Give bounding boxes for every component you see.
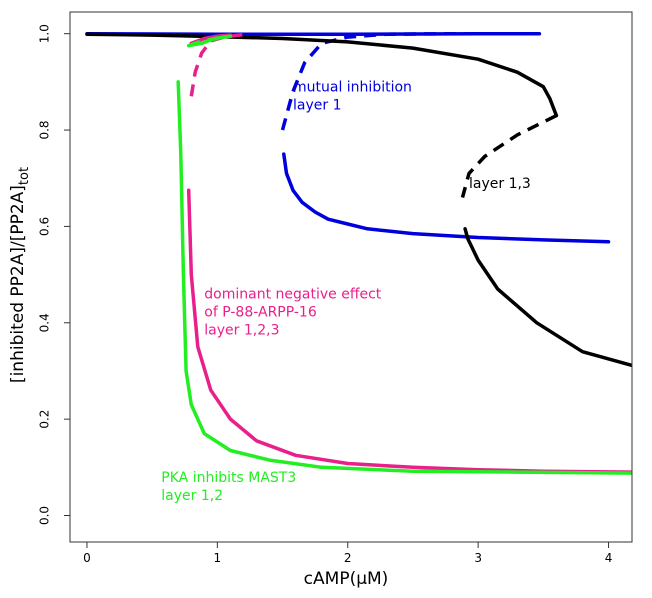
series-1-unstable-line xyxy=(460,114,558,198)
y-axis: 0.0 0.2 0.4 0.6 0.8 1.0 xyxy=(37,24,70,525)
x-axis: 0 1 2 3 4 xyxy=(83,542,612,565)
series-1-stable-upper-line xyxy=(85,32,559,118)
series-0-annotation-line-0: mutual inhibition xyxy=(293,80,412,96)
series-3-stable-lower-line xyxy=(176,80,632,475)
x-tick-label-4: 4 xyxy=(605,551,613,565)
annotations: mutual inhibition layer 1 layer 1,3 dominan… xyxy=(161,80,531,504)
y-tick-label-0: 0.0 xyxy=(38,506,52,525)
series-3 xyxy=(176,34,632,475)
series-2-annotation-line-0: dominant negative effect xyxy=(204,287,381,303)
series-0 xyxy=(85,31,611,244)
series-1 xyxy=(85,32,632,368)
x-tick-label-1: 1 xyxy=(214,551,222,565)
series-3-annotation-line-1: layer 1,2 xyxy=(161,488,223,504)
y-tick-label-1: 0.2 xyxy=(38,410,52,429)
x-tick-label-0: 0 xyxy=(83,551,91,565)
y-tick-label-2: 0.4 xyxy=(37,313,51,332)
series-1-annotation: layer 1,3 xyxy=(469,176,531,192)
series-2-annotation-line-1: of P-88-ARPP-16 xyxy=(204,305,317,321)
series-0-annotation-line-1: layer 1 xyxy=(293,98,341,114)
y-axis-label: [inhibited PP2A]/[PP2A]tot xyxy=(8,167,32,383)
series-2-annotation-line-2: layer 1,2,3 xyxy=(204,323,279,339)
series-2-annotation: dominant negative effect of P-88-ARPP-16 l… xyxy=(204,287,381,339)
x-axis-label: cAMP(μM) xyxy=(304,569,389,589)
series-2-stable-lower-line xyxy=(186,188,632,474)
plot-frame xyxy=(69,11,633,543)
plot-content xyxy=(85,31,632,475)
y-tick-label-3: 0.6 xyxy=(38,217,52,236)
y-tick-label-4: 0.8 xyxy=(38,120,52,139)
y-tick-label-5: 1.0 xyxy=(37,24,51,43)
series-0-annotation: mutual inhibition layer 1 xyxy=(293,80,412,114)
series-1-stable-lower-line xyxy=(463,227,632,368)
y-axis-label-subscript: tot xyxy=(17,167,32,185)
x-tick-label-3: 3 xyxy=(474,551,482,565)
series-0-stable-lower-line xyxy=(282,152,611,244)
series-1-annotation-line-0: layer 1,3 xyxy=(469,176,531,192)
series-3-unstable-line xyxy=(188,36,218,48)
series-2-unstable-line xyxy=(189,32,244,97)
series-2 xyxy=(186,32,632,474)
x-tick-label-2: 2 xyxy=(344,551,352,565)
series-3-annotation-line-0: PKA inhibits MAST3 xyxy=(161,470,296,486)
series-3-annotation: PKA inhibits MAST3 layer 1,2 xyxy=(161,470,296,504)
